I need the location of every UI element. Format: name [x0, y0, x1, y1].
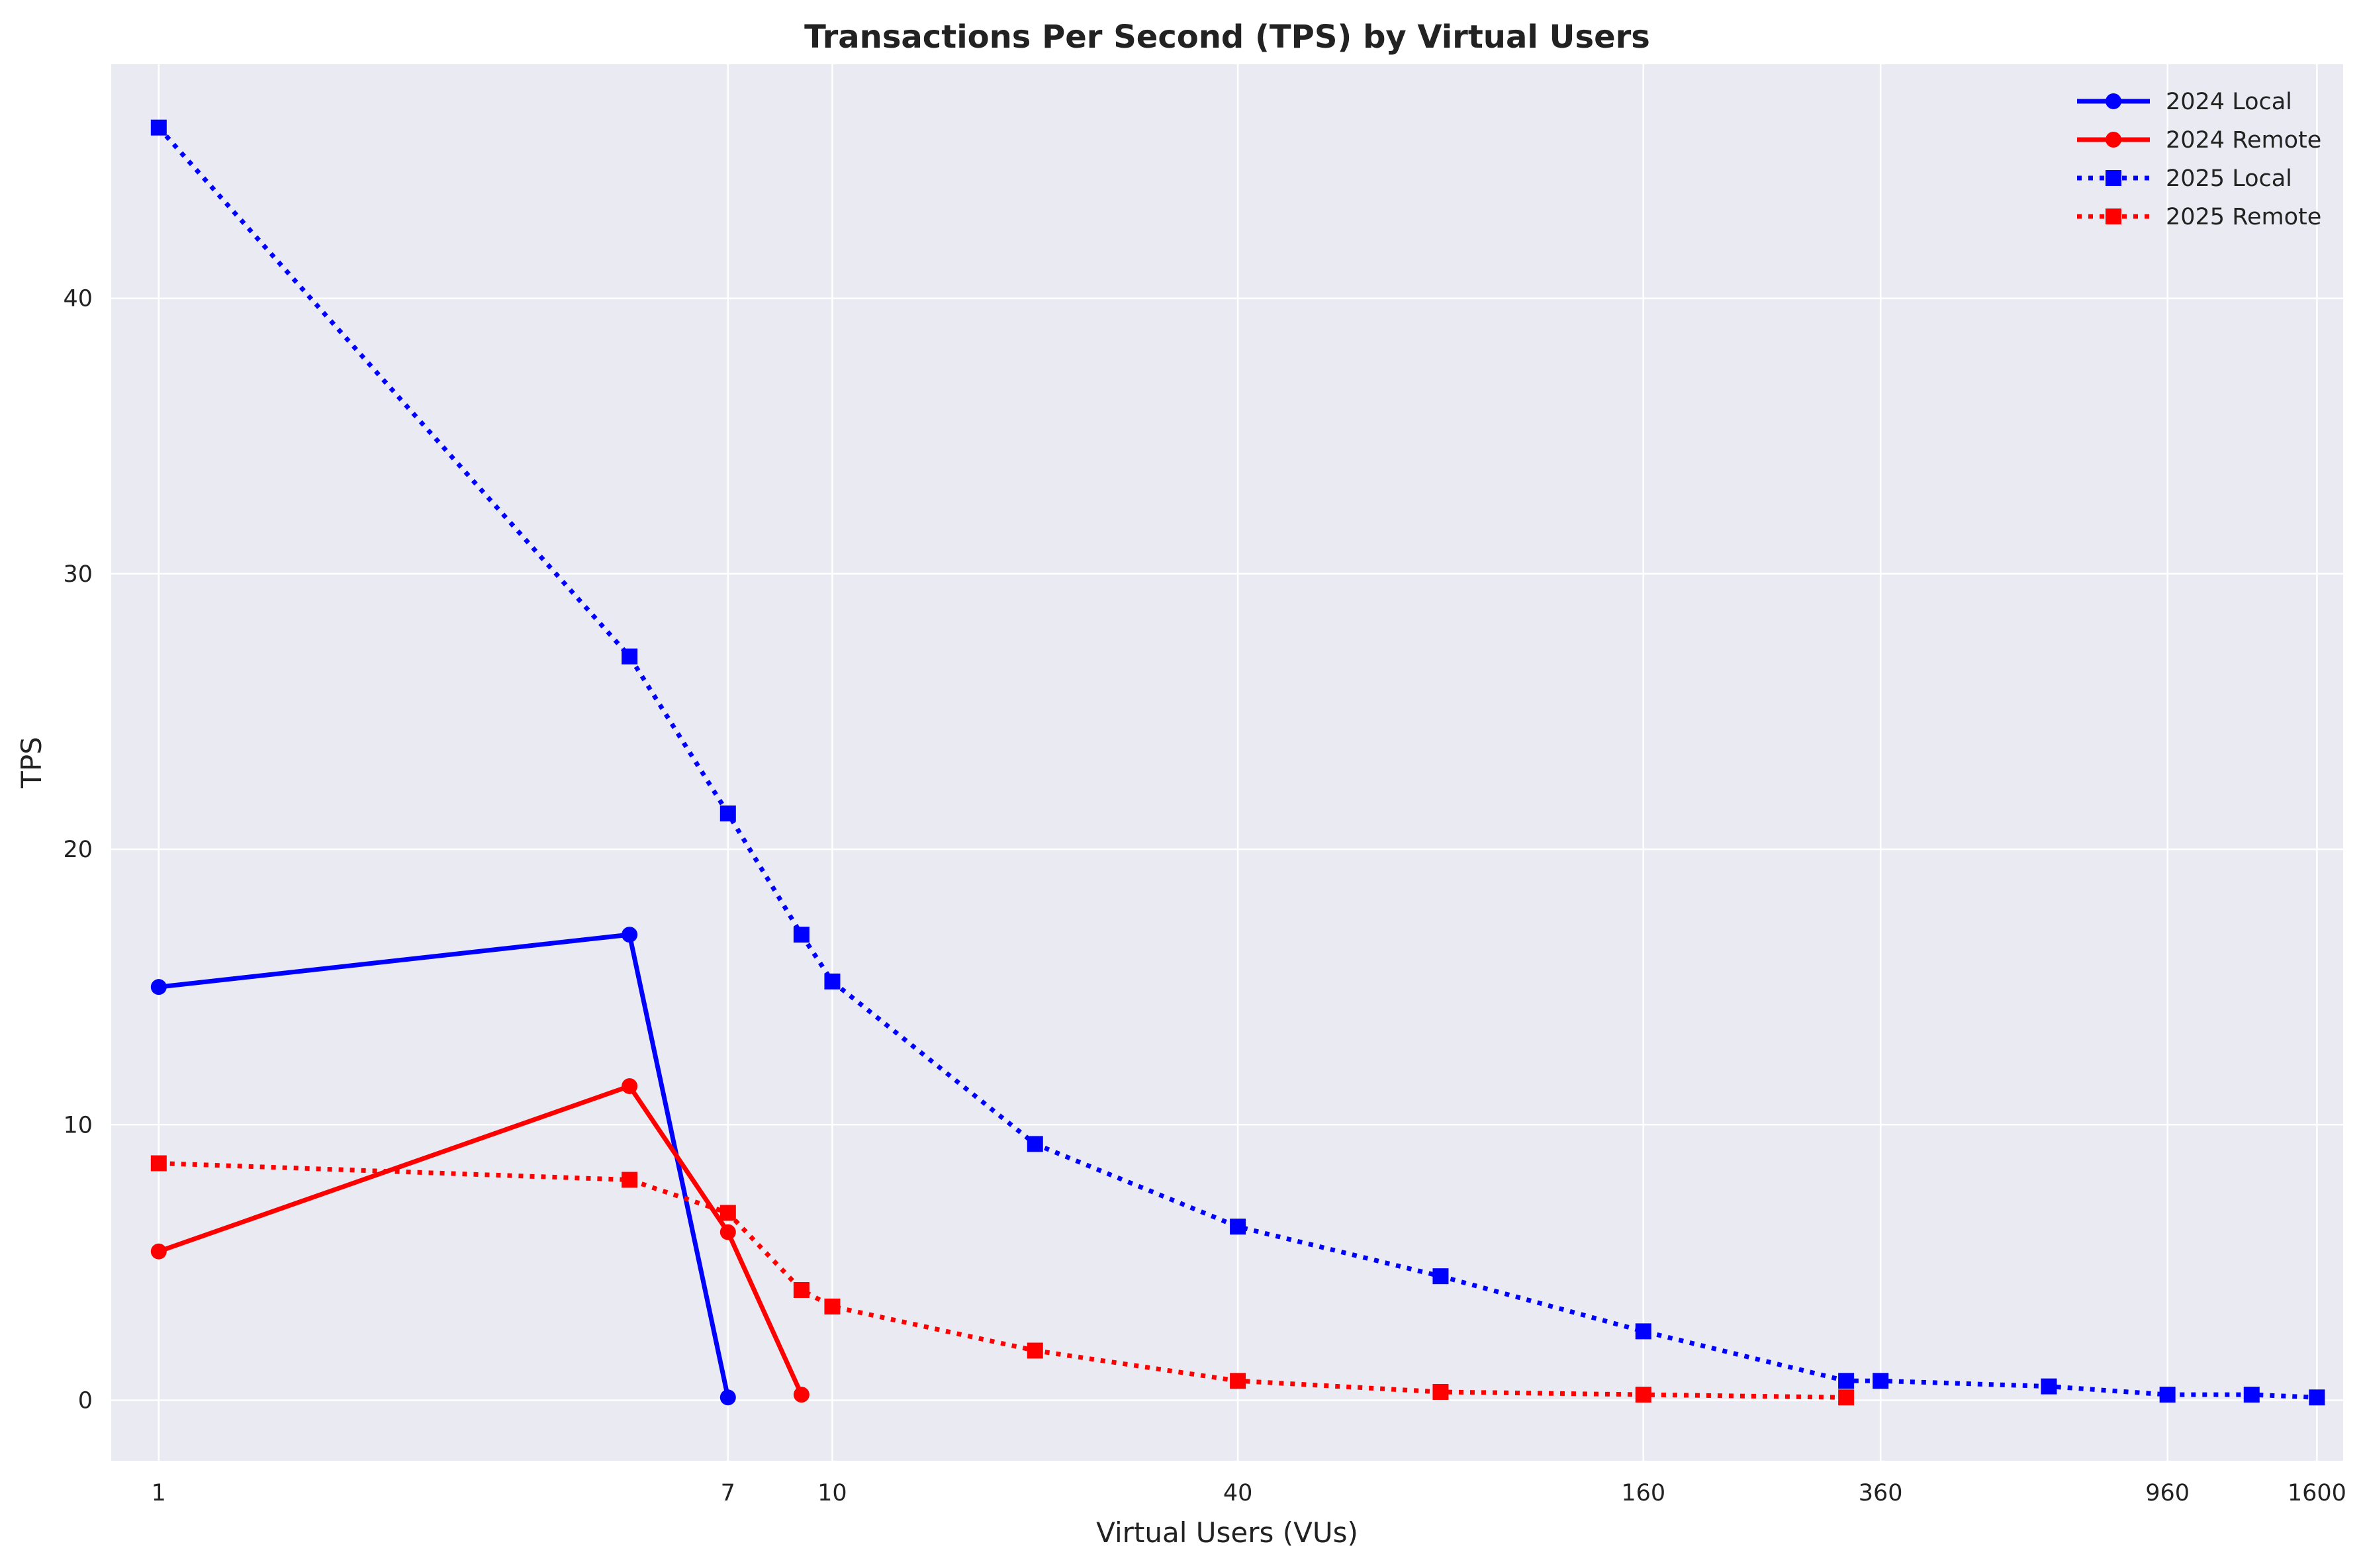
data-point	[622, 927, 638, 943]
y-tick-label: 0	[78, 1387, 93, 1414]
data-point	[2041, 1378, 2057, 1395]
data-point	[719, 1224, 736, 1240]
data-point	[2159, 1387, 2176, 1403]
series-2025-local	[150, 119, 2325, 1406]
x-tick-label: 960	[2145, 1480, 2190, 1506]
legend: 2024 Local 2024 Remote 2025 Local 2025 Remo…	[2077, 89, 2321, 230]
data-point	[824, 1298, 841, 1314]
series-2024-local	[150, 927, 736, 1406]
data-point	[1027, 1136, 1043, 1152]
data-point	[793, 927, 810, 943]
data-point	[2309, 1389, 2325, 1406]
data-point	[1230, 1373, 1246, 1389]
legend-label: 2025 Remote	[2166, 204, 2321, 230]
data-point	[2243, 1387, 2260, 1403]
legend-item-2025-remote: 2025 Remote	[2077, 204, 2321, 230]
data-point	[150, 1155, 167, 1172]
legend-item-2024-remote: 2024 Remote	[2077, 127, 2321, 154]
x-tick-label: 7	[721, 1480, 735, 1506]
grid	[111, 64, 2343, 1461]
data-point	[1432, 1268, 1449, 1285]
legend-marker	[2106, 170, 2121, 186]
data-point	[150, 979, 167, 995]
legend-label: 2024 Local	[2166, 89, 2292, 115]
y-tick-label: 30	[63, 561, 93, 588]
y-tick-label: 20	[63, 837, 93, 863]
x-tick-label: 10	[817, 1480, 847, 1506]
data-point	[1838, 1389, 1855, 1406]
legend-label: 2025 Local	[2166, 165, 2292, 192]
y-axis-label: TPS	[15, 737, 48, 789]
legend-marker	[2106, 208, 2121, 224]
chart-title: Transactions Per Second (TPS) by Virtual…	[804, 19, 1650, 56]
data-point	[824, 973, 841, 990]
legend-marker	[2106, 93, 2121, 109]
legend-item-2024-local: 2024 Local	[2077, 89, 2292, 115]
series-2024-remote	[150, 1078, 810, 1403]
data-point	[793, 1387, 810, 1403]
data-point	[1027, 1342, 1043, 1359]
series-line-2024-remote	[158, 1084, 804, 1396]
series-line-2025-remote	[158, 1161, 1847, 1400]
data-point	[1432, 1383, 1449, 1400]
data-point	[150, 119, 167, 136]
ticks: 1 7 10 40 160 360 960 1600 0 10 20 30 40	[63, 286, 2346, 1506]
x-tick-label: 1600	[2288, 1480, 2346, 1506]
x-tick-label: 1	[152, 1480, 166, 1506]
data-point	[719, 805, 736, 821]
data-point	[1230, 1219, 1246, 1235]
data-point	[1635, 1323, 1651, 1340]
legend-marker	[2106, 132, 2121, 148]
data-point	[622, 1172, 638, 1188]
plot-background	[111, 64, 2343, 1461]
x-tick-label: 160	[1621, 1480, 1665, 1506]
data-point	[150, 1243, 167, 1260]
data-point	[622, 1078, 638, 1095]
data-point	[719, 1205, 736, 1221]
data-point	[793, 1281, 810, 1298]
data-point	[1635, 1387, 1651, 1403]
legend-label: 2024 Remote	[2166, 127, 2321, 154]
x-tick-label: 40	[1223, 1480, 1253, 1506]
y-tick-label: 40	[63, 286, 93, 312]
series-layer	[150, 119, 2325, 1406]
data-point	[1873, 1373, 1889, 1389]
data-point	[622, 648, 638, 665]
y-tick-label: 10	[63, 1112, 93, 1138]
x-tick-label: 360	[1859, 1480, 1903, 1506]
legend-item-2025-local: 2025 Local	[2077, 165, 2292, 192]
data-point	[1838, 1373, 1855, 1389]
series-2025-remote	[150, 1155, 1855, 1406]
data-point	[719, 1389, 736, 1406]
x-axis-label: Virtual Users (VUs)	[1096, 1516, 1358, 1549]
